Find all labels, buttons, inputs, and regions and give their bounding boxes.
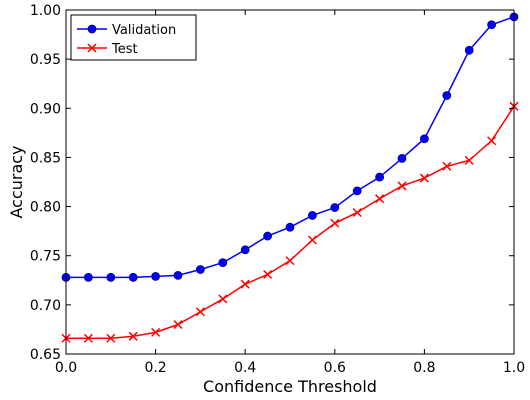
x-axis-label: Confidence Threshold: [203, 377, 377, 396]
y-tick-label: 0.65: [30, 347, 61, 363]
data-point-test: [375, 194, 385, 204]
legend-label-validation: Validation: [112, 23, 176, 38]
data-point-test: [240, 279, 250, 289]
legend-marker-test: [87, 43, 97, 53]
data-point-test: [464, 155, 474, 165]
ticks-layer: 0.0 0.2 0.4 0.6 0.8 1.0 0.65 0.70 0.75 0.80 0.85 0.…: [30, 3, 525, 376]
legend-marker-validation: [87, 24, 97, 34]
data-point-validation: [442, 91, 452, 100]
y-tick-label: 0.75: [30, 249, 61, 265]
x-tick-label: 1.0: [503, 360, 525, 376]
data-point-test: [83, 333, 93, 343]
y-tick-label: 0.90: [30, 101, 61, 117]
data-point-validation: [352, 186, 362, 196]
data-point-test: [419, 173, 429, 183]
x-tick-label: 0.0: [55, 360, 77, 376]
data-point-test: [173, 319, 183, 330]
plot-frame: [65, 9, 515, 355]
data-point-validation: [218, 258, 228, 267]
x-tick-label: 0.8: [413, 360, 435, 376]
data-point-test: [487, 136, 497, 146]
legend-label-test: Test: [111, 42, 138, 57]
x-tick-label: 0.4: [234, 360, 256, 376]
data-point-validation: [397, 154, 407, 163]
data-point-test: [307, 235, 317, 245]
data-point-validation: [375, 172, 385, 182]
data-point-validation: [285, 222, 295, 232]
series-layer: [61, 12, 519, 343]
data-point-validation: [128, 272, 138, 282]
data-point-validation: [151, 271, 161, 281]
x-tick-label: 0.6: [324, 360, 346, 376]
data-point-test: [285, 256, 295, 266]
data-point-validation: [263, 231, 273, 241]
data-point-validation: [487, 20, 497, 30]
data-point-test: [218, 294, 228, 304]
data-point-validation: [106, 272, 116, 282]
plot-background: [66, 10, 514, 354]
data-point-test: [195, 307, 205, 317]
data-point-validation: [464, 45, 474, 55]
data-point-validation: [240, 245, 250, 255]
legend: Validation Test: [70, 14, 197, 61]
y-tick-label: 1.00: [30, 3, 61, 19]
y-tick-label: 0.95: [30, 52, 61, 68]
y-tick-label: 0.80: [30, 200, 61, 216]
data-point-test: [442, 161, 452, 171]
legend-box: [70, 14, 197, 61]
data-point-test: [106, 333, 116, 343]
x-tick-label: 0.2: [144, 360, 166, 376]
y-tick-label: 0.70: [30, 298, 61, 314]
legend-entry-test: Test: [77, 42, 138, 57]
data-point-test: [263, 269, 273, 279]
data-point-validation: [173, 270, 183, 280]
data-point-validation: [330, 203, 340, 212]
data-point-validation: [419, 134, 429, 144]
data-point-validation: [307, 211, 317, 220]
legend-entry-validation: Validation: [77, 23, 176, 38]
data-point-validation: [84, 272, 93, 282]
data-point-test: [151, 327, 161, 337]
y-axis-label: Accuracy: [7, 145, 26, 218]
y-tick-label: 0.85: [30, 150, 61, 166]
data-point-test: [397, 181, 407, 191]
data-point-test: [352, 207, 362, 217]
data-point-test: [128, 331, 138, 341]
data-point-validation: [195, 265, 205, 274]
data-point-test: [330, 218, 340, 228]
